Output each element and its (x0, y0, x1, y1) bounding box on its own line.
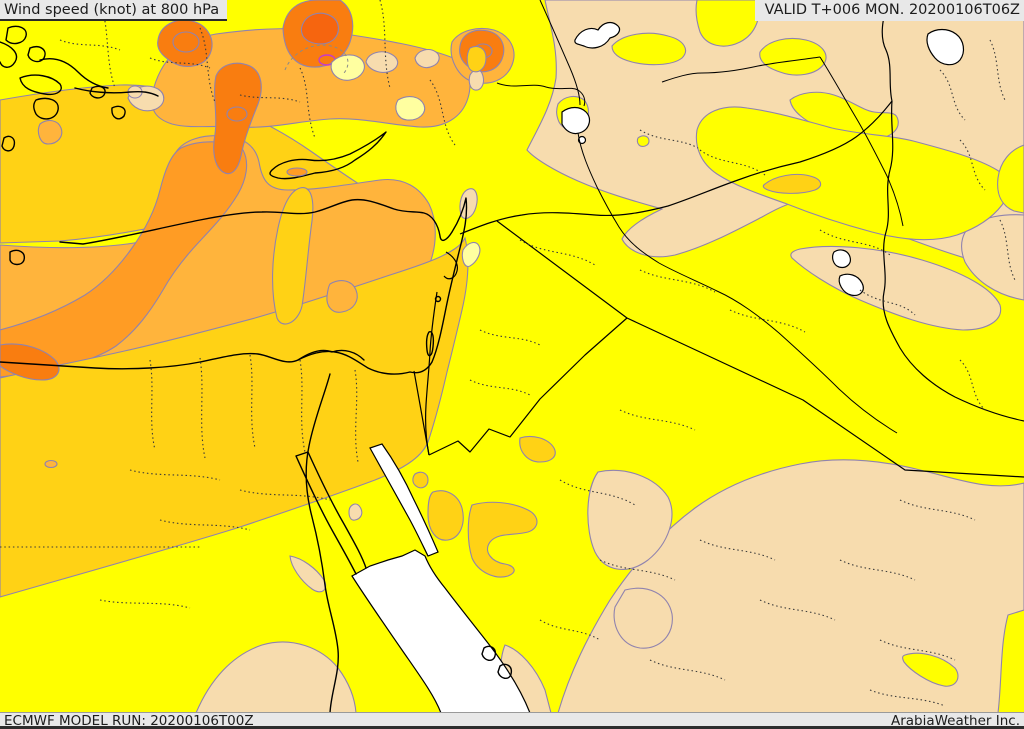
valid-time-text: VALID T+006 MON. 20200106T06Z (764, 2, 1020, 18)
aegean-islands (0, 25, 126, 266)
cyprus (269, 131, 387, 180)
band-amber-spot (326, 280, 358, 313)
map-title: Wind speed (knot) at 800 hPa (0, 0, 228, 21)
jordan-saudi-border (428, 317, 628, 456)
lake-tharthar (832, 249, 851, 269)
country-borders (413, 0, 1024, 478)
coastlines (0, 25, 513, 713)
rivers (496, 0, 904, 434)
attribution-text: ArabiaWeather Inc. (890, 713, 1020, 729)
band-deep-orange-sea (0, 343, 60, 381)
gulf-of-suez (295, 451, 367, 575)
water-bodies (351, 21, 965, 713)
cyprus-core (286, 167, 308, 177)
band-gold-tongue (272, 187, 314, 325)
iran-iraq-border (882, 100, 1024, 422)
lake-keban (574, 21, 621, 49)
band-yellow-holes-northeast (556, 0, 1024, 241)
iraq-saudi-border (496, 220, 1024, 478)
band-gold-swath (0, 236, 469, 598)
map-title-text: Wind speed (knot) at 800 hPa (4, 2, 220, 18)
footer-bar: ECMWF MODEL RUN: 20200106T00Z ArabiaWeat… (0, 712, 1024, 729)
nile-delta (297, 349, 365, 361)
jordan-valley-border (425, 291, 438, 456)
euphrates-west-branch (496, 82, 586, 107)
model-run-text: ECMWF MODEL RUN: 20200106T00Z (4, 713, 254, 729)
band-cream-pockets (127, 49, 485, 219)
band-deep-orange-cores (157, 0, 711, 175)
band-tan-southeast (195, 459, 1024, 713)
gulf-of-aqaba (369, 443, 439, 557)
lake-urmia (926, 28, 965, 66)
valid-time: VALID T+006 MON. 20200106T06Z (754, 0, 1024, 21)
nile-river (305, 373, 339, 713)
band-pale-pockets (330, 54, 481, 268)
bottom-strip (0, 726, 1024, 729)
euphrates-river (539, 0, 898, 434)
murat-river (661, 56, 821, 83)
red-sea-islets (481, 645, 513, 679)
anatolia-west-coast (39, 58, 159, 97)
red-sea (351, 549, 531, 713)
band-orange-sea (0, 141, 248, 378)
lake-ataturk (561, 106, 591, 135)
map-canvas (0, 0, 1024, 713)
lebanon-border (443, 251, 458, 280)
band-small-details-west (37, 45, 487, 469)
turkey-syria-iraq-border (459, 100, 893, 235)
dashed-contour (284, 44, 349, 74)
mediterranean-coast (0, 197, 468, 375)
wind-speed-map (0, 0, 1024, 713)
tigris-river (819, 56, 904, 227)
egypt-israel-border (413, 370, 430, 456)
band-gold-pockets-south (412, 435, 556, 578)
lake-habbaniyah (838, 273, 864, 296)
